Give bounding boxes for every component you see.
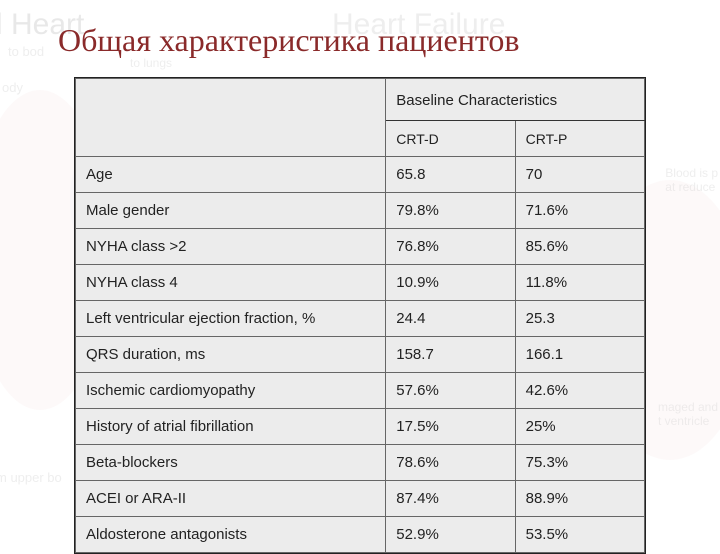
ghost-text-blood: Blood is p at reduce <box>665 166 718 194</box>
table-row: Aldosterone antagonists52.9%53.5% <box>76 517 645 553</box>
table-row: ACEI or ARA-II87.4%88.9% <box>76 481 645 517</box>
table-row: Age65.870 <box>76 157 645 193</box>
row-label: Ischemic cardiomyopathy <box>76 373 386 409</box>
row-crtp-value: 85.6% <box>515 229 644 265</box>
table-header-baseline: Baseline Characteristics <box>386 79 645 121</box>
table-row: Ischemic cardiomyopathy57.6%42.6% <box>76 373 645 409</box>
characteristics-table-container: Baseline Characteristics CRT-D CRT-P Age… <box>74 77 646 554</box>
row-crtp-value: 166.1 <box>515 337 644 373</box>
row-crtd-value: 65.8 <box>386 157 515 193</box>
row-label: QRS duration, ms <box>76 337 386 373</box>
row-crtd-value: 57.6% <box>386 373 515 409</box>
row-crtp-value: 88.9% <box>515 481 644 517</box>
row-label: History of atrial fibrillation <box>76 409 386 445</box>
row-crtp-value: 25.3 <box>515 301 644 337</box>
table-row: NYHA class >276.8%85.6% <box>76 229 645 265</box>
row-crtd-value: 52.9% <box>386 517 515 553</box>
row-crtp-value: 75.3% <box>515 445 644 481</box>
row-crtp-value: 70 <box>515 157 644 193</box>
row-crtp-value: 71.6% <box>515 193 644 229</box>
table-row: NYHA class 410.9%11.8% <box>76 265 645 301</box>
ghost-text-maged: maged and t ventricle <box>658 400 718 428</box>
row-crtp-value: 42.6% <box>515 373 644 409</box>
row-label: NYHA class 4 <box>76 265 386 301</box>
row-crtp-value: 53.5% <box>515 517 644 553</box>
row-label: NYHA class >2 <box>76 229 386 265</box>
row-crtd-value: 87.4% <box>386 481 515 517</box>
row-label: Beta-blockers <box>76 445 386 481</box>
row-label: Aldosterone antagonists <box>76 517 386 553</box>
row-crtd-value: 17.5% <box>386 409 515 445</box>
table-row: History of atrial fibrillation17.5%25% <box>76 409 645 445</box>
row-label: Left ventricular ejection fraction, % <box>76 301 386 337</box>
row-crtd-value: 78.6% <box>386 445 515 481</box>
row-crtd-value: 79.8% <box>386 193 515 229</box>
characteristics-table: Baseline Characteristics CRT-D CRT-P Age… <box>75 78 645 553</box>
table-row: Beta-blockers78.6%75.3% <box>76 445 645 481</box>
row-crtd-value: 10.9% <box>386 265 515 301</box>
row-crtd-value: 24.4 <box>386 301 515 337</box>
table-header-crtp: CRT-P <box>515 121 644 157</box>
page-title: Общая характеристика пациентов <box>0 0 720 59</box>
table-header-blank <box>76 79 386 157</box>
row-crtd-value: 158.7 <box>386 337 515 373</box>
table-header-crtd: CRT-D <box>386 121 515 157</box>
row-label: ACEI or ARA-II <box>76 481 386 517</box>
table-row: QRS duration, ms158.7166.1 <box>76 337 645 373</box>
row-label: Male gender <box>76 193 386 229</box>
table-body: Age65.870Male gender79.8%71.6%NYHA class… <box>76 157 645 553</box>
table-row: Left ventricular ejection fraction, %24.… <box>76 301 645 337</box>
row-label: Age <box>76 157 386 193</box>
row-crtp-value: 25% <box>515 409 644 445</box>
row-crtp-value: 11.8% <box>515 265 644 301</box>
ghost-text-upper: m upper bo <box>0 470 62 485</box>
table-row: Male gender79.8%71.6% <box>76 193 645 229</box>
row-crtd-value: 76.8% <box>386 229 515 265</box>
ghost-text-ody: ody <box>2 80 23 95</box>
